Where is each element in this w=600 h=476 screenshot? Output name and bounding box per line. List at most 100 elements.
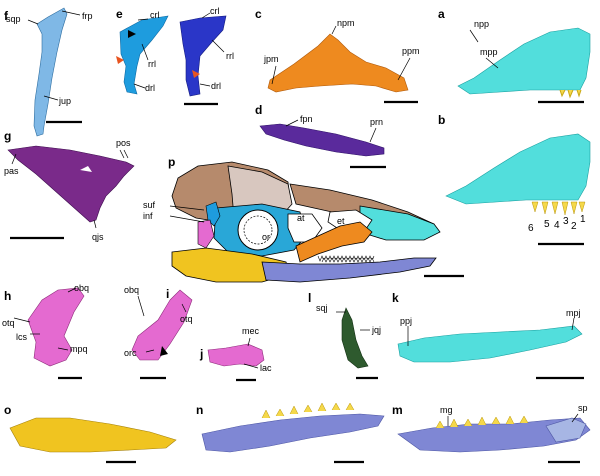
sclerotic-ring-plates [243, 215, 273, 245]
panel-label-m: m [392, 403, 403, 417]
leader-line [199, 83, 211, 87]
label-tooth-1: 1 [580, 214, 586, 225]
arrowhead-orange [116, 56, 124, 64]
leader-line [145, 349, 155, 353]
teeth [559, 89, 582, 99]
leader-line [93, 219, 97, 229]
articular-bone [9, 417, 177, 453]
label-qjs: qjs [92, 232, 104, 242]
panel-label-f: f [4, 9, 9, 23]
leader-line [271, 65, 277, 85]
panel-n-dentary: n [196, 402, 385, 464]
dentary-bone [201, 413, 385, 453]
arrowhead-black [128, 30, 136, 38]
label-inf: inf [143, 211, 153, 221]
panel-m-dentary-splenial: m mg sp [392, 403, 591, 464]
label-ppm: ppm [402, 46, 420, 56]
label-or: or [262, 232, 270, 242]
label-otq: otq [2, 318, 15, 328]
label-frp: frp [82, 11, 93, 21]
label-orc: orc [124, 348, 137, 358]
panel-label-k: k [392, 291, 399, 305]
panel-j: j mec lac [199, 326, 272, 382]
label-obq: obq [124, 285, 139, 295]
label-tooth-5: 5 [544, 219, 550, 230]
leader-line [201, 12, 211, 19]
bone-fragment-j [207, 343, 265, 367]
leader-line [61, 10, 81, 16]
label-jup: jup [58, 96, 71, 106]
panel-label-e: e [116, 7, 123, 21]
leader-line [331, 25, 337, 35]
label-ppj: ppj [400, 316, 412, 326]
panel-label-o: o [4, 403, 11, 417]
label-at: at [297, 213, 305, 223]
label-drl: drl [211, 81, 221, 91]
label-tooth-4: 4 [554, 220, 560, 231]
leader-line [243, 363, 259, 369]
lacrimal-lateral-view [119, 15, 169, 95]
panel-label-g: g [4, 129, 11, 143]
arrowhead-black [160, 346, 168, 356]
lower-tooth-row [321, 257, 375, 263]
panel-f-squamosal: f frp sqp jup [4, 7, 93, 137]
quadratojugal-bone [341, 307, 369, 369]
leader-line [485, 57, 499, 69]
label-tooth-2: 2 [571, 221, 577, 232]
jugal-bone [397, 325, 583, 363]
leader-line [397, 57, 411, 81]
panel-label-c: c [255, 7, 262, 21]
upper-tooth-row [317, 255, 375, 262]
squamosal-bone [33, 7, 68, 137]
quadrate-lateral-view [27, 287, 85, 367]
label-jpm: jpm [263, 54, 279, 64]
leader-line [571, 317, 575, 331]
pterygoid-bone [267, 33, 409, 93]
leader-line [469, 29, 479, 43]
leader-line [133, 83, 146, 89]
label-prn: prn [370, 117, 383, 127]
panel-label-h: h [4, 289, 11, 303]
label-fpn: fpn [300, 114, 313, 124]
leader-line [27, 19, 39, 25]
panel-label-n: n [196, 403, 203, 417]
label-et: et [337, 216, 345, 226]
foramen [80, 166, 92, 172]
label-jqj: jqj [371, 325, 381, 335]
panel-label-b: b [438, 113, 445, 127]
panel-label-j: j [199, 347, 203, 361]
leader-line [169, 205, 205, 211]
leader-line [141, 43, 149, 61]
teeth [435, 415, 529, 429]
panel-a-premaxilla: a npp mpp [438, 7, 591, 104]
panel-e-lacrimals: e crl rrl drl crl rrl drl [116, 6, 234, 106]
leader-line [571, 413, 579, 423]
lacrimal-medial-view [179, 15, 227, 97]
leader-line [67, 287, 77, 293]
label-drl: drl [145, 83, 155, 93]
teeth-cluster [531, 201, 586, 216]
label-mg: mg [440, 405, 453, 415]
panel-b-premaxilla-teeth: b 6 5 4 3 2 1 [438, 113, 591, 246]
label-npm: npm [337, 18, 355, 28]
label-lcs: lcs [16, 332, 27, 342]
panel-label-i: i [166, 287, 169, 301]
leader-line [247, 337, 251, 347]
panel-label-p: p [168, 155, 175, 169]
label-mpp: mpp [480, 47, 498, 57]
panel-o-articular: o [4, 403, 177, 464]
leader-line [285, 119, 299, 127]
panel-p-skull-reconstruction: p suf inf or at et [143, 155, 464, 283]
panel-i-quadrate: i obq otq orc [124, 285, 193, 380]
panel-d-palatine: d fpn prn [255, 103, 386, 169]
label-pos: pos [116, 138, 131, 148]
leader-line [169, 215, 205, 223]
arrowhead-orange [192, 70, 200, 78]
label-mpq: mpq [70, 344, 88, 354]
label-npp: npp [474, 19, 489, 29]
label-obq: obq [74, 283, 89, 293]
quadrate-medial-view [131, 289, 193, 361]
palatine-bone [259, 123, 385, 157]
label-crl: crl [150, 10, 160, 20]
